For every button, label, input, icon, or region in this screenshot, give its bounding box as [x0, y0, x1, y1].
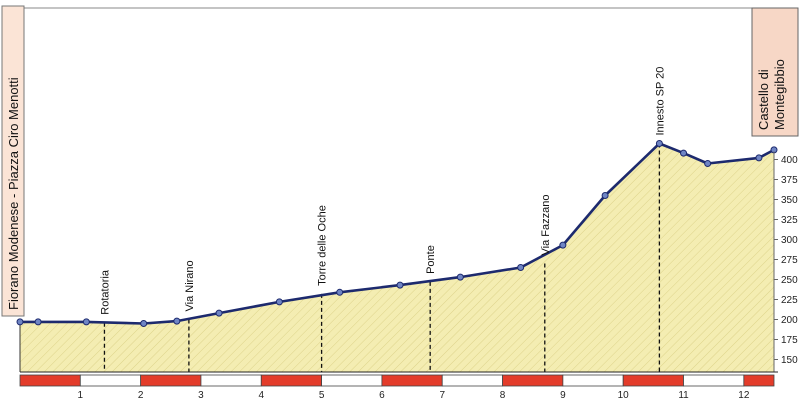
start-label-text: Fiorano Modenese - Piazza Ciro Menotti [6, 77, 21, 310]
data-point [704, 160, 712, 167]
y-tick-label: 275 [781, 255, 798, 266]
data-point [140, 320, 148, 327]
x-tick-label: 4 [258, 390, 264, 401]
data-point [655, 140, 663, 147]
end-label-text: Montegibbio [772, 59, 787, 130]
y-tick-label: 200 [781, 315, 798, 326]
start-label-box [1, 5, 25, 317]
data-point [16, 318, 24, 326]
distance-scale-bar [19, 371, 778, 387]
data-point [34, 318, 42, 326]
scale-segment-red [622, 374, 684, 387]
scale-segment-white [562, 374, 624, 387]
area-layer [19, 143, 774, 372]
data-point [82, 318, 90, 326]
x-tick-label: 10 [618, 390, 630, 401]
data-point [336, 288, 344, 296]
end-label-box [751, 7, 799, 137]
end-label-text: Castello di [756, 69, 771, 130]
y-tick-label: 400 [781, 155, 798, 166]
y-tick-label: 175 [781, 335, 798, 346]
data-point [559, 241, 567, 249]
y-tick-label: 375 [781, 175, 798, 186]
poi-label: Ponte [425, 245, 437, 274]
data-point [680, 149, 688, 157]
scale-segment-red [381, 374, 443, 387]
start-location-label: Fiorano Modenese - Piazza Ciro Menotti [1, 5, 25, 317]
data-point [275, 298, 283, 306]
poi-guides [103, 143, 661, 372]
scale-segment-red [260, 374, 322, 387]
scale-segment-red [19, 374, 81, 387]
x-tick-label: 5 [319, 390, 325, 401]
x-tick-label: 11 [678, 390, 689, 401]
x-tick-label: 8 [500, 390, 506, 401]
y-tick-label: 225 [781, 295, 798, 306]
x-tick-label: 6 [379, 390, 385, 401]
scale-segment-red [140, 374, 202, 387]
end-location-label: Castello di Montegibbio [751, 7, 799, 137]
x-tick-label: 12 [738, 390, 750, 401]
scale-segment-red [743, 374, 775, 387]
elevation-area [20, 143, 774, 372]
poi-label: Via Nirano [184, 260, 196, 311]
x-tick-label: 1 [78, 390, 84, 401]
elevation-line [20, 142, 775, 325]
data-point [456, 273, 464, 281]
scale-segment-white [79, 374, 142, 387]
poi-label: Rotatoria [99, 269, 111, 315]
scale-segment-red [502, 374, 564, 387]
scale-segment-white [441, 374, 503, 387]
y-tick-label: 250 [781, 275, 798, 286]
x-tick-label: 9 [560, 390, 566, 401]
poi-label: Torre delle Oche [317, 205, 329, 286]
y-axis: 150 175 200 225 250 275 300 325 350 375 400 [773, 151, 798, 372]
y-tick-label: 325 [781, 215, 798, 226]
poi-label: Via Fazzano [540, 195, 552, 256]
data-point [396, 281, 404, 289]
x-tick-label: 2 [138, 390, 144, 401]
scale-segment-white [321, 374, 383, 387]
x-tick-label: 7 [439, 390, 445, 401]
y-tick-label: 300 [781, 235, 798, 246]
data-point [215, 309, 223, 317]
data-point [173, 317, 181, 325]
series-line-layer [20, 142, 775, 325]
scale-segment-white [200, 374, 262, 387]
y-tick-label: 350 [781, 195, 798, 206]
y-tick-label: 150 [781, 355, 798, 366]
x-axis: 1 2 3 4 5 6 7 8 9 10 11 12 [78, 390, 750, 401]
data-point [601, 192, 609, 199]
poi-labels: Rotatoria Via Nirano Torre delle Oche Ponte… [99, 67, 666, 315]
scale-segment-white [683, 374, 745, 387]
data-point [517, 264, 525, 271]
poi-label: Innesto SP 20 [654, 67, 666, 136]
x-tick-label: 3 [198, 390, 204, 401]
data-point [755, 154, 763, 162]
